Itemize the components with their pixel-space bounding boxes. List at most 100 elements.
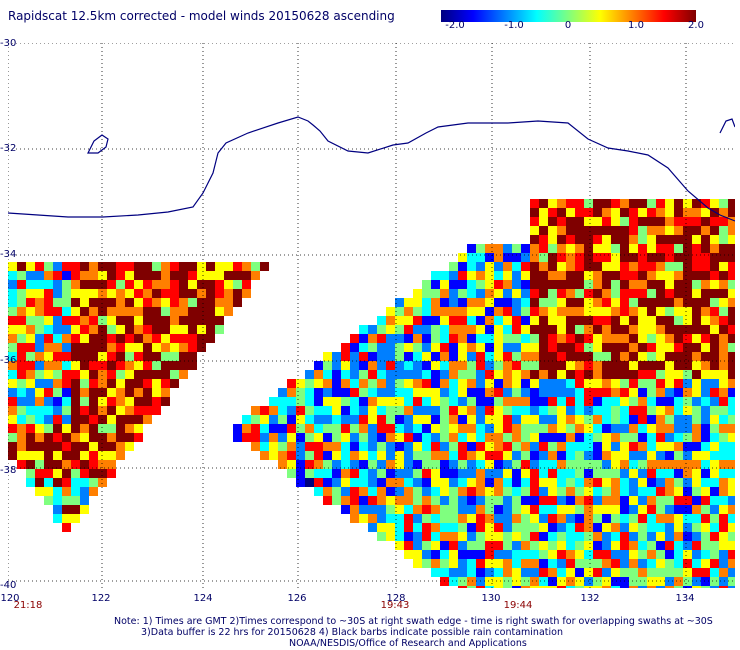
wind-difference-cell bbox=[512, 262, 521, 271]
wind-difference-cell bbox=[404, 352, 413, 361]
wind-difference-cell bbox=[116, 271, 125, 280]
wind-difference-cell bbox=[89, 298, 98, 307]
wind-difference-cell bbox=[719, 289, 728, 298]
wind-difference-cell bbox=[458, 424, 467, 433]
wind-difference-cell bbox=[683, 361, 692, 370]
wind-difference-cell bbox=[656, 244, 665, 253]
wind-difference-cell bbox=[431, 442, 440, 451]
wind-difference-cell bbox=[611, 235, 620, 244]
wind-difference-cell bbox=[242, 271, 251, 280]
wind-difference-cell bbox=[728, 523, 735, 532]
wind-difference-cell bbox=[665, 523, 674, 532]
wind-difference-cell bbox=[584, 226, 593, 235]
wind-difference-cell bbox=[332, 478, 341, 487]
wind-difference-cell bbox=[584, 298, 593, 307]
wind-difference-cell bbox=[503, 298, 512, 307]
wind-difference-cell bbox=[476, 487, 485, 496]
wind-difference-cell bbox=[647, 217, 656, 226]
wind-difference-cell bbox=[557, 550, 566, 559]
wind-difference-cell bbox=[368, 514, 377, 523]
wind-difference-cell bbox=[404, 523, 413, 532]
wind-difference-cell bbox=[440, 451, 449, 460]
wind-difference-cell bbox=[170, 262, 179, 271]
wind-difference-cell bbox=[44, 271, 53, 280]
wind-difference-cell bbox=[593, 334, 602, 343]
wind-difference-cell bbox=[116, 415, 125, 424]
wind-difference-cell bbox=[611, 226, 620, 235]
wind-difference-cell bbox=[413, 451, 422, 460]
wind-difference-cell bbox=[611, 208, 620, 217]
wind-difference-cell bbox=[413, 298, 422, 307]
wind-difference-cell bbox=[728, 253, 735, 262]
wind-difference-cell bbox=[278, 433, 287, 442]
wind-difference-cell bbox=[215, 280, 224, 289]
wind-difference-cell bbox=[278, 424, 287, 433]
wind-difference-cell bbox=[611, 298, 620, 307]
wind-difference-cell bbox=[530, 271, 539, 280]
wind-difference-cell bbox=[539, 433, 548, 442]
wind-difference-cell bbox=[89, 388, 98, 397]
wind-difference-cell bbox=[602, 451, 611, 460]
wind-difference-cell bbox=[665, 514, 674, 523]
wind-difference-cell bbox=[80, 271, 89, 280]
wind-difference-cell bbox=[395, 388, 404, 397]
wind-difference-cell bbox=[125, 325, 134, 334]
wind-difference-cell bbox=[62, 451, 71, 460]
wind-difference-cell bbox=[683, 469, 692, 478]
wind-difference-cell bbox=[647, 568, 656, 577]
wind-difference-cell bbox=[53, 388, 62, 397]
wind-difference-cell bbox=[476, 253, 485, 262]
wind-difference-cell bbox=[53, 469, 62, 478]
wind-difference-cell bbox=[692, 325, 701, 334]
wind-difference-cell bbox=[602, 388, 611, 397]
wind-difference-cell bbox=[593, 415, 602, 424]
wind-difference-cell bbox=[485, 388, 494, 397]
wind-difference-cell bbox=[683, 442, 692, 451]
wind-difference-cell bbox=[8, 361, 17, 370]
wind-difference-cell bbox=[539, 568, 548, 577]
wind-difference-cell bbox=[665, 343, 674, 352]
wind-difference-cell bbox=[440, 316, 449, 325]
wind-difference-cell bbox=[656, 352, 665, 361]
wind-difference-cell bbox=[404, 514, 413, 523]
wind-difference-cell bbox=[548, 586, 557, 588]
wind-difference-cell bbox=[314, 433, 323, 442]
wind-difference-cell bbox=[539, 208, 548, 217]
wind-difference-cell bbox=[44, 487, 53, 496]
wind-difference-cell bbox=[368, 433, 377, 442]
wind-difference-cell bbox=[98, 280, 107, 289]
wind-difference-cell bbox=[647, 532, 656, 541]
wind-difference-cell bbox=[467, 568, 476, 577]
wind-difference-cell bbox=[476, 586, 485, 588]
wind-difference-cell bbox=[503, 523, 512, 532]
wind-difference-cell bbox=[323, 370, 332, 379]
lat-label: -32 bbox=[0, 143, 17, 154]
wind-difference-cell bbox=[458, 487, 467, 496]
wind-difference-cell bbox=[125, 289, 134, 298]
wind-difference-cell bbox=[629, 352, 638, 361]
wind-difference-cell bbox=[611, 541, 620, 550]
wind-difference-cell bbox=[62, 334, 71, 343]
wind-difference-cell bbox=[395, 406, 404, 415]
wind-difference-cell bbox=[431, 460, 440, 469]
wind-difference-cell bbox=[512, 442, 521, 451]
wind-difference-cell bbox=[296, 442, 305, 451]
wind-difference-cell bbox=[125, 262, 134, 271]
wind-difference-cell bbox=[62, 469, 71, 478]
wind-difference-cell bbox=[161, 379, 170, 388]
wind-difference-cell bbox=[647, 433, 656, 442]
wind-difference-cell bbox=[404, 424, 413, 433]
wind-difference-cell bbox=[512, 586, 521, 588]
wind-difference-cell bbox=[602, 577, 611, 586]
wind-difference-cell bbox=[44, 397, 53, 406]
wind-difference-cell bbox=[17, 415, 26, 424]
wind-difference-cell bbox=[674, 379, 683, 388]
wind-difference-cell bbox=[566, 361, 575, 370]
wind-difference-cell bbox=[512, 559, 521, 568]
wind-difference-cell bbox=[287, 406, 296, 415]
wind-difference-cell bbox=[395, 397, 404, 406]
wind-difference-cell bbox=[530, 406, 539, 415]
wind-difference-cell bbox=[107, 343, 116, 352]
wind-difference-cell bbox=[503, 343, 512, 352]
wind-difference-cell bbox=[692, 577, 701, 586]
